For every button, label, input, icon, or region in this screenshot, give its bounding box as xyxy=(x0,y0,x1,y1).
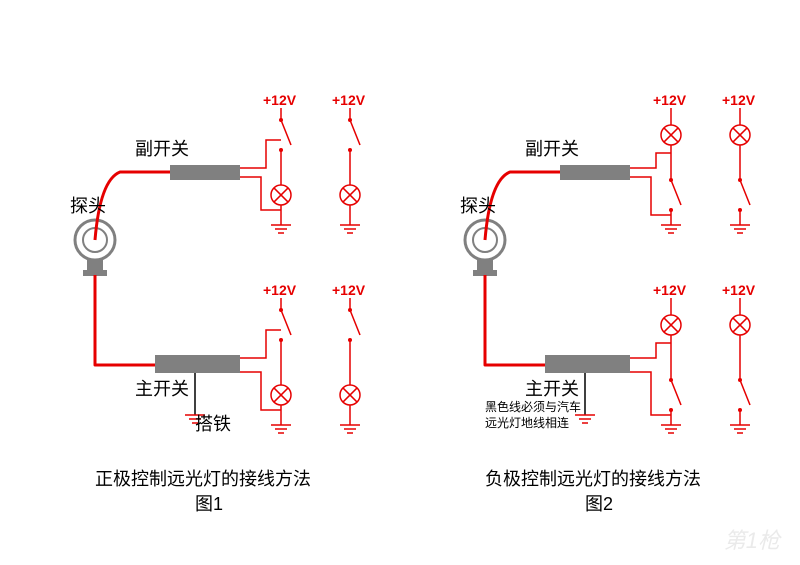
v12-label-2: +12V xyxy=(332,92,365,108)
note-line2: 远光灯地线相连 xyxy=(485,414,569,431)
aux-switch-label-2: 副开关 xyxy=(525,135,579,161)
fig2-caption-line1: 负极控制远光灯的接线方法 xyxy=(485,465,701,491)
main-switch-label: 主开关 xyxy=(135,375,189,401)
fig1-caption-line1: 正极控制远光灯的接线方法 xyxy=(95,465,311,491)
v12-label-4: +12V xyxy=(332,282,365,298)
v12-label-6: +12V xyxy=(722,92,755,108)
fig1-caption-line2: 图1 xyxy=(195,490,223,516)
ground-label: 搭铁 xyxy=(195,410,231,436)
v12-label-5: +12V xyxy=(653,92,686,108)
probe-label: 探头 xyxy=(70,192,106,218)
v12-label-3: +12V xyxy=(263,282,296,298)
v12-label-7: +12V xyxy=(653,282,686,298)
probe-label-2: 探头 xyxy=(460,192,496,218)
v12-label-8: +12V xyxy=(722,282,755,298)
note-line1: 黑色线必须与汽车 xyxy=(485,398,581,415)
v12-label-1: +12V xyxy=(263,92,296,108)
fig2-caption-line2: 图2 xyxy=(585,490,613,516)
aux-switch-label: 副开关 xyxy=(135,135,189,161)
